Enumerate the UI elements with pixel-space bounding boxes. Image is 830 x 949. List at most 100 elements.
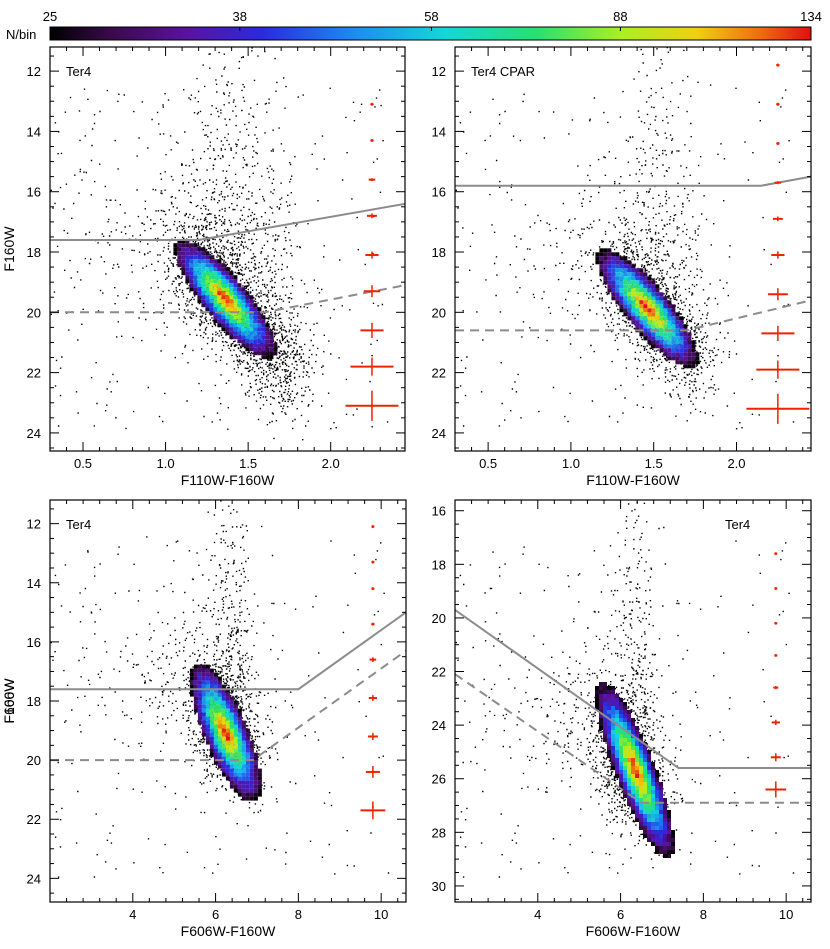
density-bin: [237, 768, 242, 773]
density-bin: [671, 356, 676, 361]
density-bin: [659, 344, 664, 349]
density-bin: [659, 316, 664, 321]
y-tick-label: 22: [27, 812, 41, 827]
density-bin: [631, 806, 635, 810]
density-bin: [623, 734, 627, 738]
density-bin: [655, 324, 660, 329]
density-bin: [611, 738, 615, 742]
density-bin: [205, 275, 210, 280]
density-bin: [221, 283, 226, 288]
density-bin: [185, 279, 190, 284]
density-bin: [599, 268, 604, 273]
density-bin: [615, 758, 619, 762]
density-bin: [201, 299, 206, 304]
density-bin: [253, 327, 258, 332]
density-bin: [607, 686, 611, 690]
density-bin: [675, 352, 680, 357]
density-bin: [667, 352, 672, 357]
density-bin: [221, 756, 226, 761]
y-tick-label: 18: [27, 245, 41, 260]
density-bin: [667, 312, 672, 317]
density-bin: [185, 247, 190, 252]
density-bin: [209, 291, 214, 296]
density-bin: [651, 340, 656, 345]
density-bin: [619, 710, 623, 714]
density-bin: [643, 778, 647, 782]
density-bin: [193, 287, 198, 292]
density-bin: [237, 744, 242, 749]
density-bin: [655, 288, 660, 293]
density-bin: [245, 732, 250, 737]
density-bin: [253, 303, 258, 308]
density-bin: [655, 296, 660, 301]
density-bin: [201, 279, 206, 284]
density-bin: [237, 307, 242, 312]
density-bin: [245, 784, 250, 789]
plot-area: [455, 47, 811, 430]
density-bin: [647, 818, 651, 822]
density-bin: [245, 756, 250, 761]
density-bin: [643, 332, 648, 337]
density-bin: [229, 776, 234, 781]
density-bin: [253, 347, 258, 352]
density-bin: [197, 275, 202, 280]
density-bin: [595, 256, 600, 261]
density-bin: [627, 292, 632, 297]
density-bin: [213, 748, 218, 753]
density-bin: [659, 782, 663, 786]
density-bin: [663, 818, 667, 822]
density-bin: [607, 256, 612, 261]
density-bin: [197, 251, 202, 256]
density-bin: [197, 704, 202, 709]
density-bin: [639, 304, 644, 309]
y-tick-label: 18: [432, 557, 446, 572]
density-bin: [611, 260, 616, 265]
density-bin: [663, 814, 667, 818]
density-bin: [225, 311, 230, 316]
density-bin: [611, 686, 615, 690]
density-bin: [225, 267, 230, 272]
density-bin: [623, 726, 627, 730]
density-bin: [651, 296, 656, 301]
density-bin: [623, 280, 628, 285]
density-bin: [201, 664, 206, 669]
axes: 4 6 8 10 16 18 20 22 24 26 28 30: [432, 500, 811, 922]
density-bin: [225, 704, 230, 709]
density-bin: [233, 275, 238, 280]
density-bin: [201, 724, 206, 729]
density-bin: [225, 315, 230, 320]
density-bin: [193, 263, 198, 268]
density-bin: [205, 307, 210, 312]
density-bin: [623, 288, 628, 293]
density-bin: [193, 672, 198, 677]
density-bin: [229, 700, 234, 705]
density-bin: [201, 668, 206, 673]
density-bin: [639, 826, 643, 830]
density-bin: [615, 284, 620, 289]
density-bin: [631, 316, 636, 321]
density-bin: [611, 694, 615, 698]
density-bin: [237, 708, 242, 713]
density-bin: [233, 724, 238, 729]
density-bin: [233, 716, 238, 721]
density-bin: [619, 300, 624, 305]
density-bin: [659, 818, 663, 822]
density-bin: [193, 668, 198, 673]
density-bin: [655, 830, 659, 834]
density-bin: [213, 259, 218, 264]
density-bin: [607, 276, 612, 281]
density-bin: [643, 750, 647, 754]
density-bin: [631, 268, 636, 273]
density-bin: [619, 268, 624, 273]
density-bin: [237, 339, 242, 344]
density-bin: [189, 692, 194, 697]
density-bin: [229, 744, 234, 749]
density-bin: [663, 340, 668, 345]
density-bin: [659, 328, 664, 333]
density-bin: [611, 280, 616, 285]
density-bin: [221, 704, 226, 709]
density-bin: [603, 698, 607, 702]
y-tick-label: 20: [27, 753, 41, 768]
density-bin: [201, 700, 206, 705]
density-bin: [217, 291, 222, 296]
